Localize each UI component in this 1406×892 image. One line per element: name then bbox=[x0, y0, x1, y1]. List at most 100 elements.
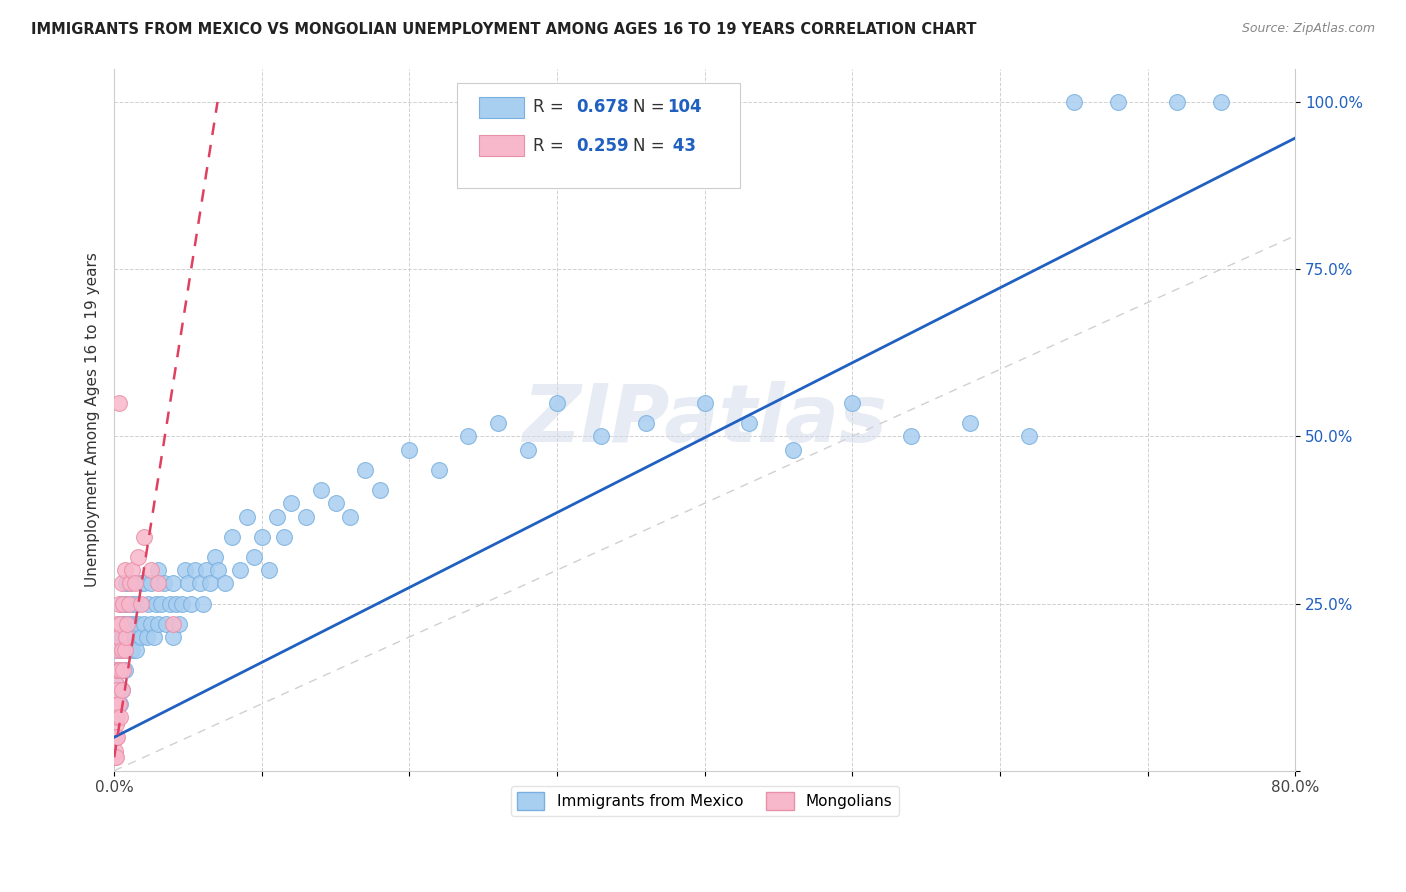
Point bbox=[117, 616, 139, 631]
Point bbox=[148, 576, 170, 591]
Point bbox=[104, 731, 127, 745]
Point bbox=[110, 683, 132, 698]
Point bbox=[354, 463, 377, 477]
Point bbox=[959, 416, 981, 430]
Text: R =: R = bbox=[533, 136, 569, 154]
Point bbox=[228, 563, 250, 577]
Point bbox=[172, 597, 194, 611]
Text: 0.678: 0.678 bbox=[576, 98, 628, 116]
Point bbox=[108, 664, 131, 678]
Point bbox=[110, 683, 132, 698]
Point bbox=[104, 750, 127, 764]
Point bbox=[104, 731, 127, 745]
Point bbox=[108, 643, 131, 657]
Point bbox=[546, 396, 568, 410]
Point bbox=[900, 429, 922, 443]
Point bbox=[115, 616, 138, 631]
Point bbox=[104, 710, 127, 724]
Point bbox=[105, 683, 128, 698]
Point bbox=[108, 664, 131, 678]
Point bbox=[1018, 429, 1040, 443]
Point bbox=[114, 563, 136, 577]
Point bbox=[782, 442, 804, 457]
Bar bbox=[479, 96, 524, 118]
Point bbox=[295, 509, 318, 524]
Point bbox=[114, 630, 136, 644]
Point bbox=[108, 697, 131, 711]
Point bbox=[174, 563, 197, 577]
Text: IMMIGRANTS FROM MEXICO VS MONGOLIAN UNEMPLOYMENT AMONG AGES 16 TO 19 YEARS CORRE: IMMIGRANTS FROM MEXICO VS MONGOLIAN UNEM… bbox=[31, 22, 976, 37]
Point bbox=[148, 616, 170, 631]
Point bbox=[115, 643, 138, 657]
Point bbox=[165, 597, 187, 611]
Point bbox=[194, 563, 217, 577]
Text: N =: N = bbox=[633, 98, 664, 116]
Point bbox=[139, 563, 162, 577]
Text: N =: N = bbox=[633, 136, 664, 154]
Point bbox=[112, 630, 135, 644]
Point bbox=[105, 697, 128, 711]
Point bbox=[105, 643, 128, 657]
Point bbox=[250, 530, 273, 544]
Point bbox=[243, 549, 266, 564]
Point bbox=[118, 643, 141, 657]
Point bbox=[162, 576, 184, 591]
Point bbox=[162, 616, 184, 631]
Point bbox=[132, 530, 155, 544]
Point bbox=[114, 643, 136, 657]
Point bbox=[368, 483, 391, 497]
Point bbox=[398, 442, 420, 457]
Point bbox=[280, 496, 302, 510]
Point bbox=[167, 616, 190, 631]
Point bbox=[118, 576, 141, 591]
Point bbox=[110, 643, 132, 657]
Y-axis label: Unemployment Among Ages 16 to 19 years: Unemployment Among Ages 16 to 19 years bbox=[86, 252, 100, 587]
Point bbox=[105, 731, 128, 745]
Point bbox=[122, 616, 145, 631]
Point bbox=[104, 717, 127, 731]
Point bbox=[145, 597, 167, 611]
Text: Source: ZipAtlas.com: Source: ZipAtlas.com bbox=[1241, 22, 1375, 36]
Point bbox=[107, 630, 129, 644]
Point bbox=[112, 664, 135, 678]
Point bbox=[118, 616, 141, 631]
Point bbox=[107, 697, 129, 711]
Point bbox=[204, 549, 226, 564]
Point bbox=[1107, 95, 1129, 109]
Point bbox=[198, 576, 221, 591]
Point bbox=[108, 616, 131, 631]
Point bbox=[135, 630, 157, 644]
Point bbox=[129, 597, 152, 611]
Point bbox=[124, 576, 146, 591]
Point bbox=[105, 697, 128, 711]
Point bbox=[107, 396, 129, 410]
Point bbox=[112, 616, 135, 631]
Point bbox=[150, 597, 173, 611]
Point bbox=[136, 597, 159, 611]
Text: 0.259: 0.259 bbox=[576, 136, 628, 154]
Point bbox=[108, 710, 131, 724]
Point bbox=[155, 616, 177, 631]
Point bbox=[110, 597, 132, 611]
Point bbox=[114, 664, 136, 678]
Point bbox=[110, 630, 132, 644]
Point bbox=[516, 442, 538, 457]
Point bbox=[139, 576, 162, 591]
Point bbox=[162, 630, 184, 644]
Point bbox=[115, 630, 138, 644]
Point bbox=[120, 630, 142, 644]
Point bbox=[177, 576, 200, 591]
Point bbox=[104, 697, 127, 711]
Point bbox=[184, 563, 207, 577]
Point bbox=[117, 630, 139, 644]
Point bbox=[121, 597, 143, 611]
Point bbox=[273, 530, 295, 544]
Point bbox=[129, 630, 152, 644]
Point bbox=[112, 597, 135, 611]
Point bbox=[104, 664, 127, 678]
Point bbox=[841, 396, 863, 410]
Point bbox=[207, 563, 229, 577]
Point bbox=[457, 429, 479, 443]
Point bbox=[121, 563, 143, 577]
Point bbox=[634, 416, 657, 430]
